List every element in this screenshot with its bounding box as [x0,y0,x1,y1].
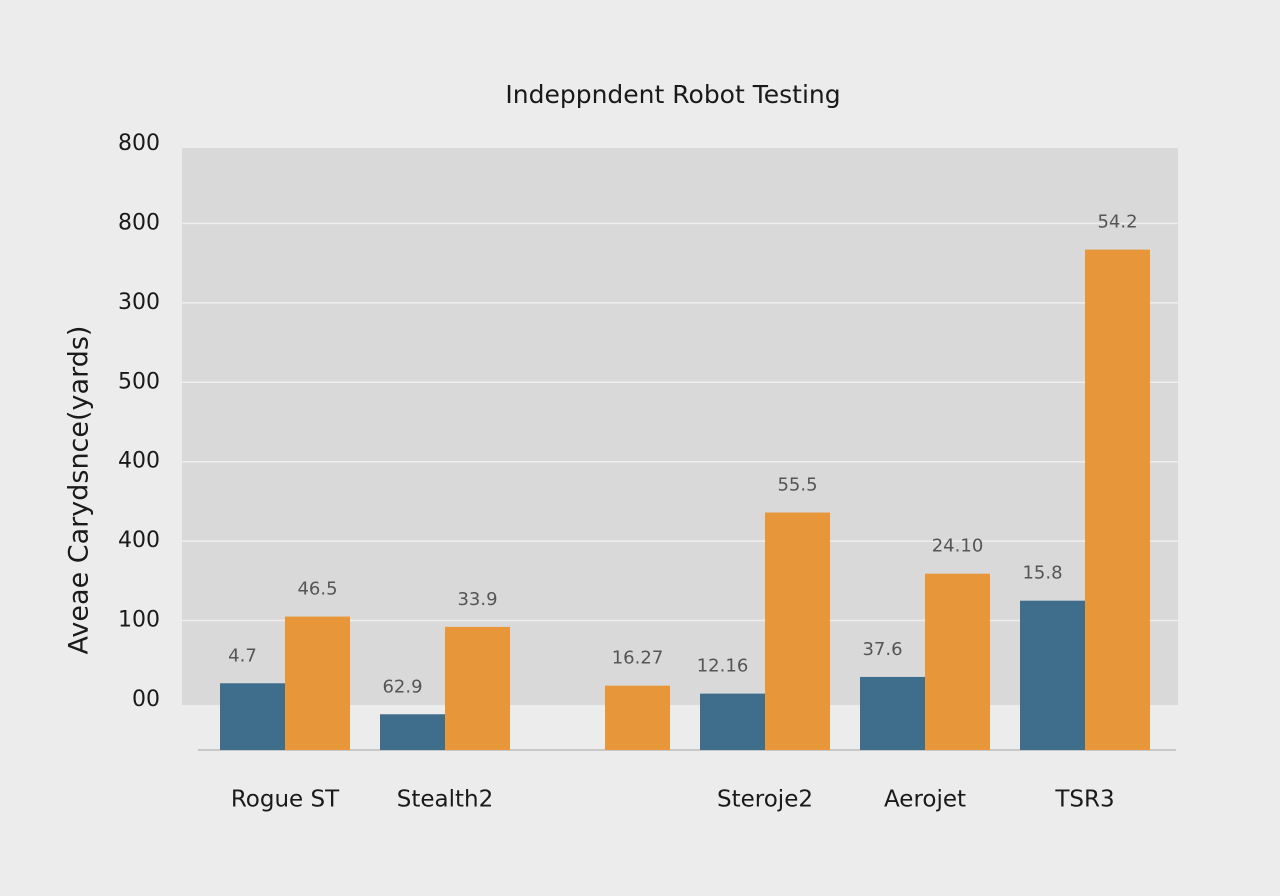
bar [765,512,830,750]
x-tick-label: Aerojet [884,787,966,813]
bar [285,616,350,750]
bar [700,693,765,750]
y-tick-label: 300 [118,290,160,315]
bar [925,573,990,750]
bar-annotation: 46.5 [297,579,337,600]
bar-annotation: 4.7 [228,645,257,666]
y-tick-label: 800 [118,210,160,235]
y-tick-label: 400 [118,528,160,553]
bar [380,714,445,750]
x-tick-label: TSR3 [1054,787,1114,813]
x-tick-label: Stealth2 [397,787,493,813]
x-tick-label: Rogue ST [231,787,340,813]
bar-annotation: 55.5 [777,475,817,496]
bar [1085,249,1150,750]
bar [220,683,285,750]
y-axis-label: Aveae Carydsnce(yards) [64,326,95,655]
chart-title: Indeppndent Robot Testing [505,80,840,109]
bar-annotation: 24.10 [932,536,984,557]
y-tick-label: 500 [118,369,160,394]
bar-annotation: 15.8 [1022,563,1062,584]
bar [860,676,925,750]
y-tick-label: 400 [118,449,160,474]
y-tick-label: 100 [118,608,160,633]
bar [605,685,670,750]
bar-annotation: 16.27 [612,648,664,669]
bar-annotation: 37.6 [862,639,902,660]
bar-annotation: 12.16 [697,656,749,677]
bar-annotation: 33.9 [457,589,497,610]
y-tick-label: 800 [118,131,160,156]
bar [1020,600,1085,750]
bar [445,626,510,750]
y-tick-label: 00 [132,687,160,712]
bar-annotation: 62.9 [382,676,422,697]
bar-annotation: 54.2 [1097,212,1137,233]
plot-area [182,148,1178,705]
x-tick-label: Steroje2 [717,787,813,813]
